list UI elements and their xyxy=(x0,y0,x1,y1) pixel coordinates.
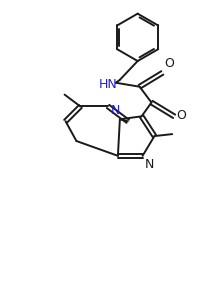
Text: HN: HN xyxy=(99,78,117,91)
Text: O: O xyxy=(164,57,174,70)
Text: N: N xyxy=(110,104,120,117)
Text: N: N xyxy=(145,158,154,171)
Text: O: O xyxy=(176,109,186,122)
